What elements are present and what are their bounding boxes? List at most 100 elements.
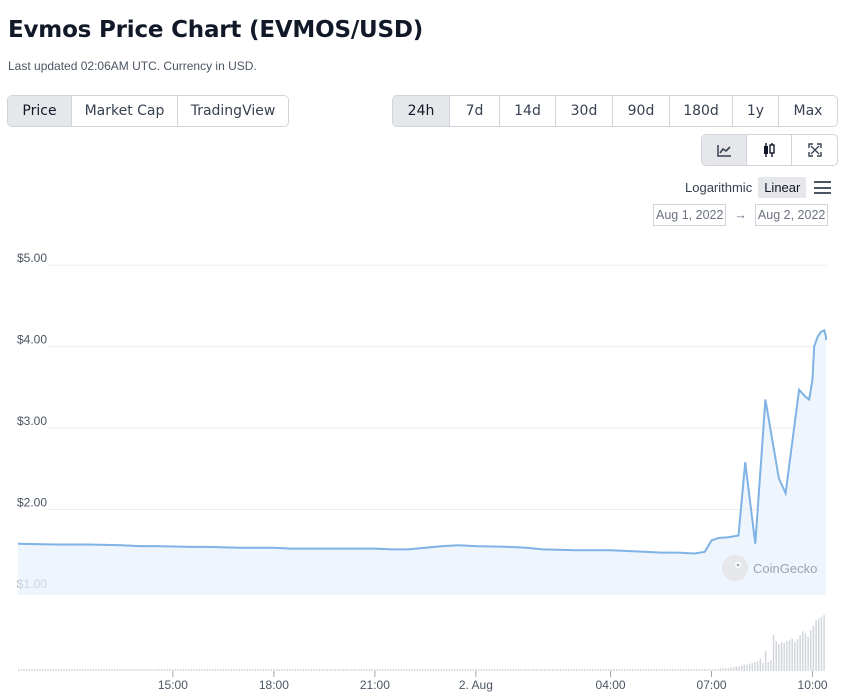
coingecko-watermark: CoinGecko bbox=[722, 555, 817, 581]
volume-bar bbox=[201, 669, 203, 671]
volume-bar bbox=[645, 669, 647, 671]
y-tick-label: $5.00 bbox=[17, 251, 47, 265]
volume-bar bbox=[440, 669, 443, 671]
volume-bar bbox=[576, 669, 578, 671]
volume-bar bbox=[735, 666, 738, 671]
volume-bar bbox=[214, 669, 217, 671]
volume-bar bbox=[727, 668, 730, 671]
tab-price[interactable]: Price bbox=[8, 96, 72, 126]
volume-bar bbox=[679, 669, 682, 671]
range-1y[interactable]: 1y bbox=[733, 96, 779, 126]
x-tick-label: 07:00 bbox=[697, 678, 727, 692]
volume-bar bbox=[140, 669, 142, 671]
range-max[interactable]: Max bbox=[793, 103, 823, 119]
volume-bar bbox=[177, 669, 179, 671]
volume-bar bbox=[126, 669, 129, 671]
volume-bar bbox=[578, 669, 581, 671]
fullscreen-icon bbox=[807, 143, 822, 157]
time-range-tabs: 24h 7d 14d 30d 90d 180d 1y Max bbox=[392, 95, 838, 127]
volume-bar bbox=[756, 661, 759, 671]
volume-bar bbox=[374, 669, 376, 671]
candlestick-button[interactable] bbox=[747, 135, 792, 165]
date-arrow: → bbox=[734, 208, 747, 222]
volume-bar bbox=[376, 669, 379, 671]
date-to-input[interactable]: Aug 2, 2022 bbox=[754, 204, 829, 226]
volume-bar bbox=[424, 669, 427, 671]
volume-bar bbox=[174, 669, 177, 671]
volume-bar bbox=[355, 669, 358, 671]
volume-bar bbox=[637, 669, 639, 671]
range-24h[interactable]: 24h bbox=[393, 96, 450, 126]
volume-bar bbox=[347, 669, 350, 671]
range-14d[interactable]: 14d bbox=[500, 96, 556, 126]
volume-bar bbox=[461, 669, 464, 671]
volume-bar bbox=[812, 625, 815, 671]
volume-bar bbox=[121, 669, 124, 671]
volume-bar bbox=[493, 669, 496, 671]
volume-bar bbox=[483, 669, 485, 671]
y-tick-label: $3.00 bbox=[17, 414, 47, 428]
volume-bar bbox=[164, 669, 166, 671]
volume-bar bbox=[124, 669, 126, 671]
volume-bar bbox=[746, 664, 748, 671]
volume-bar bbox=[472, 669, 474, 671]
hamburger-menu-icon[interactable] bbox=[814, 181, 832, 194]
volume-bar bbox=[249, 669, 251, 671]
volume-bar bbox=[270, 669, 272, 671]
volume-bar bbox=[65, 669, 68, 671]
volume-bar bbox=[802, 631, 804, 671]
volume-bar bbox=[573, 669, 575, 671]
date-from-input[interactable]: Aug 1, 2022 bbox=[653, 204, 727, 226]
volume-bar bbox=[770, 660, 772, 671]
scale-linear[interactable]: Linear bbox=[758, 177, 807, 198]
volume-bar bbox=[429, 669, 432, 671]
volume-bar bbox=[810, 630, 812, 671]
volume-bar bbox=[318, 669, 320, 671]
volume-bar bbox=[339, 669, 342, 671]
range-7d[interactable]: 7d bbox=[450, 96, 500, 126]
volume-bar bbox=[475, 669, 477, 671]
volume-bar bbox=[392, 669, 395, 671]
volume-bar bbox=[265, 669, 267, 671]
volume-bar bbox=[602, 669, 605, 671]
volume-bar bbox=[273, 669, 275, 671]
volume-bar bbox=[243, 669, 246, 671]
volume-bar bbox=[804, 633, 807, 671]
volume-bar bbox=[158, 669, 161, 671]
volume-bar bbox=[267, 669, 270, 671]
volume-bar bbox=[196, 669, 198, 671]
line-chart-button[interactable] bbox=[702, 135, 747, 165]
volume-bar bbox=[663, 669, 666, 671]
volume-bar bbox=[55, 669, 57, 671]
volume-bar bbox=[23, 669, 25, 671]
volume-bar bbox=[706, 669, 708, 671]
volume-bar bbox=[71, 669, 73, 671]
volume-bar bbox=[549, 669, 552, 671]
volume-bar bbox=[796, 639, 799, 671]
volume-bar bbox=[251, 669, 254, 671]
volume-bar bbox=[390, 669, 392, 671]
chart-type-tabs: Price Market Cap TradingView bbox=[7, 95, 289, 127]
range-90d[interactable]: 90d bbox=[613, 96, 670, 126]
volume-bar bbox=[541, 669, 544, 671]
volume-bar bbox=[161, 669, 163, 671]
volume-bar bbox=[302, 669, 304, 671]
tab-tradingview[interactable]: TradingView bbox=[190, 103, 276, 119]
fullscreen-button[interactable] bbox=[792, 135, 837, 165]
volume-bar bbox=[507, 669, 509, 671]
range-180d[interactable]: 180d bbox=[670, 96, 733, 126]
volume-bar bbox=[464, 669, 466, 671]
range-30d[interactable]: 30d bbox=[556, 96, 613, 126]
volume-bar bbox=[693, 669, 695, 671]
volume-bar bbox=[658, 669, 661, 671]
volume-bar bbox=[456, 669, 459, 671]
volume-bar bbox=[188, 669, 190, 671]
x-tick-label: 10:00 bbox=[798, 678, 828, 692]
page-title: Evmos Price Chart (EVMOS/USD) bbox=[8, 17, 424, 43]
tab-market-cap[interactable]: Market Cap bbox=[72, 96, 178, 126]
scale-logarithmic[interactable]: Logarithmic bbox=[685, 180, 753, 195]
volume-bar bbox=[621, 669, 623, 671]
volume-bar bbox=[629, 669, 631, 671]
volume-bar bbox=[666, 669, 668, 671]
volume-bar bbox=[246, 669, 249, 671]
